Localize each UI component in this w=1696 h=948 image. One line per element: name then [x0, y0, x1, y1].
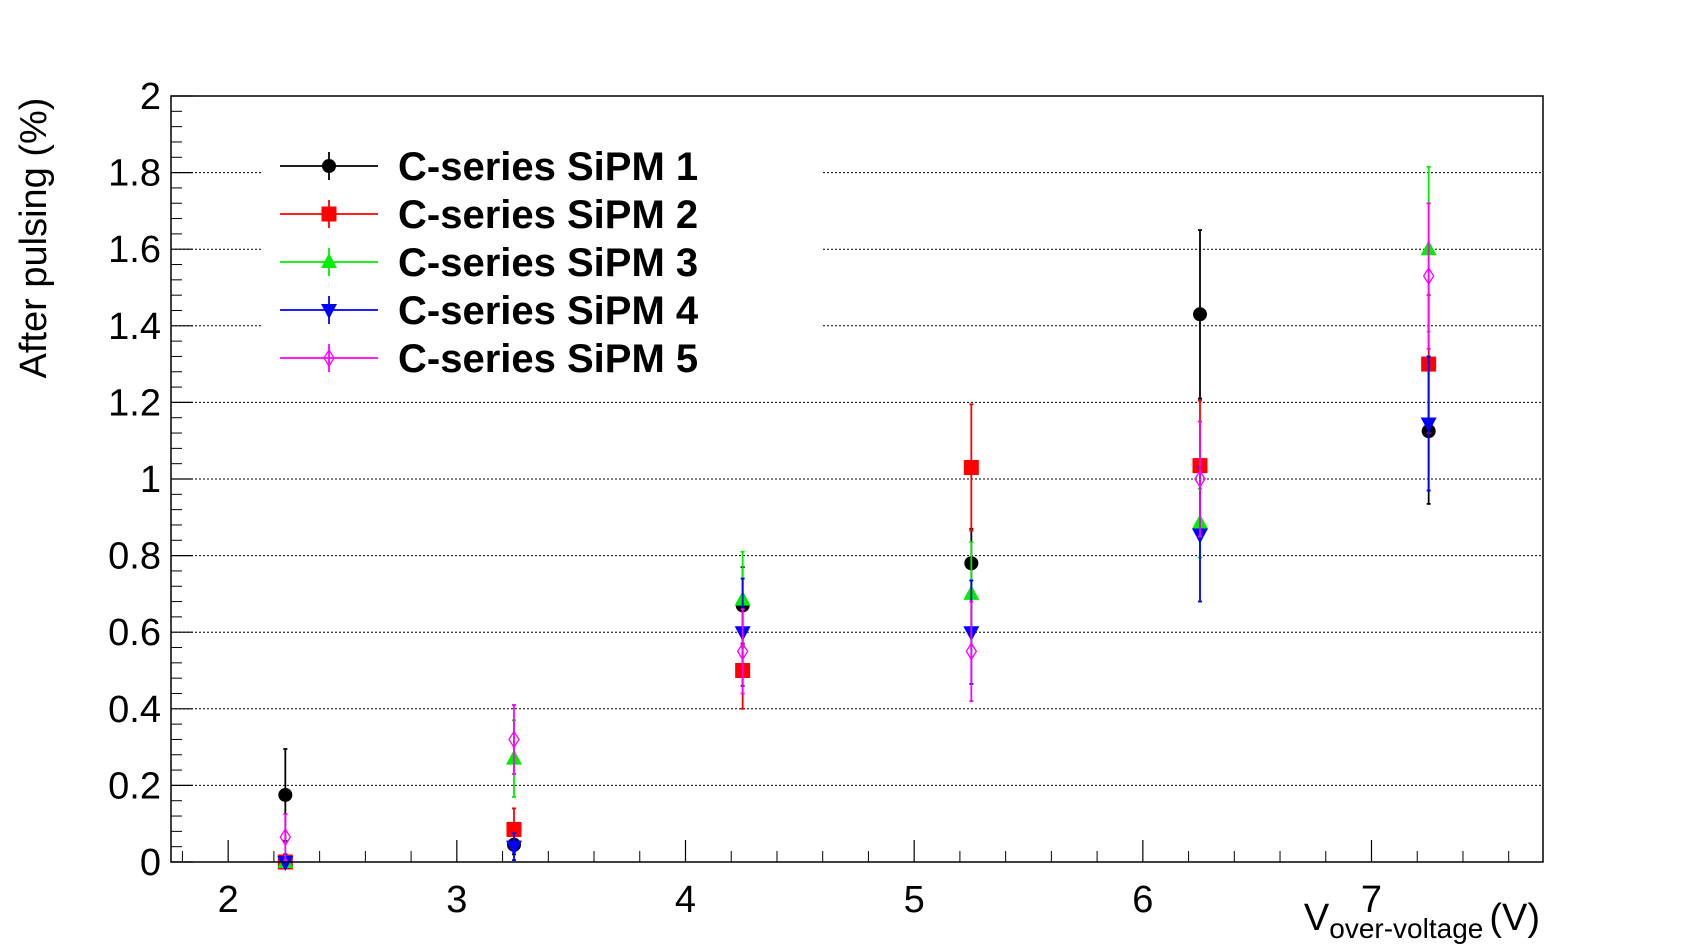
data-point: [279, 827, 292, 847]
y-tick-label: 0: [140, 842, 161, 884]
y-tick-label: 1.6: [108, 229, 161, 271]
series-2: [277, 294, 1437, 870]
x-tick-label: 7: [1361, 879, 1382, 921]
y-tick-label: 0.8: [108, 536, 161, 578]
data-point: [1420, 417, 1437, 433]
legend-marker: [321, 253, 337, 268]
tick-labels: 0 0.2 0.4 0.6 0.8 1 1.2 1.4 1.6 1.8 2 2 3 4 5 6 7: [108, 76, 1382, 921]
x-axis-title-subscript: over-voltage: [1329, 913, 1483, 944]
y-tick-label: 1.4: [108, 306, 161, 348]
data-point: [506, 821, 522, 837]
data-point: [1193, 307, 1207, 322]
legend: C-series SiPM 1C-series SiPM 2C-series S…: [262, 132, 822, 381]
x-axis-title-unit: (V): [1489, 897, 1540, 939]
legend-label: C-series SiPM 3: [398, 241, 698, 285]
y-tick-label: 2: [140, 76, 161, 118]
legend-label: C-series SiPM 2: [398, 193, 698, 237]
data-point: [1194, 469, 1206, 489]
y-tick-label: 0.2: [108, 765, 161, 807]
data-point: [508, 730, 520, 749]
y-tick-label: 1: [140, 459, 161, 501]
y-axis-title: After pulsing (%): [13, 98, 55, 379]
data-point: [965, 642, 978, 661]
legend-label: C-series SiPM 1: [398, 145, 698, 189]
legend-label: C-series SiPM 4: [398, 289, 699, 333]
y-tick-label: 0.6: [108, 612, 161, 654]
series-4: [277, 355, 1437, 871]
axis-ticks: [171, 95, 1510, 863]
data-point: [277, 856, 294, 871]
x-tick-label: 2: [218, 879, 239, 921]
x-axis-title-main: V: [1304, 897, 1330, 939]
legend-marker: [323, 348, 335, 368]
legend-marker: [321, 304, 337, 319]
x-tick-label: 4: [675, 879, 696, 921]
legend-marker: [321, 206, 337, 222]
series-5: [279, 202, 1435, 861]
x-tick-label: 3: [446, 879, 467, 921]
data-point: [963, 460, 979, 476]
x-tick-label: 6: [1132, 879, 1153, 921]
data-points: [277, 165, 1437, 871]
plot-frame: [170, 95, 1544, 863]
data-point: [278, 787, 293, 802]
y-tick-label: 0.4: [108, 689, 161, 731]
data-point: [1422, 266, 1435, 286]
legend-marker: [322, 159, 336, 173]
legend-label: C-series SiPM 5: [398, 337, 698, 381]
y-tick-label: 1.2: [108, 382, 161, 424]
legend-box: [262, 132, 822, 377]
y-tick-label: 1.8: [108, 153, 161, 195]
data-point: [736, 642, 749, 661]
data-point: [506, 840, 522, 856]
x-axis-title: Vover-voltage (V): [1304, 897, 1540, 944]
x-tick-label: 5: [904, 879, 925, 921]
